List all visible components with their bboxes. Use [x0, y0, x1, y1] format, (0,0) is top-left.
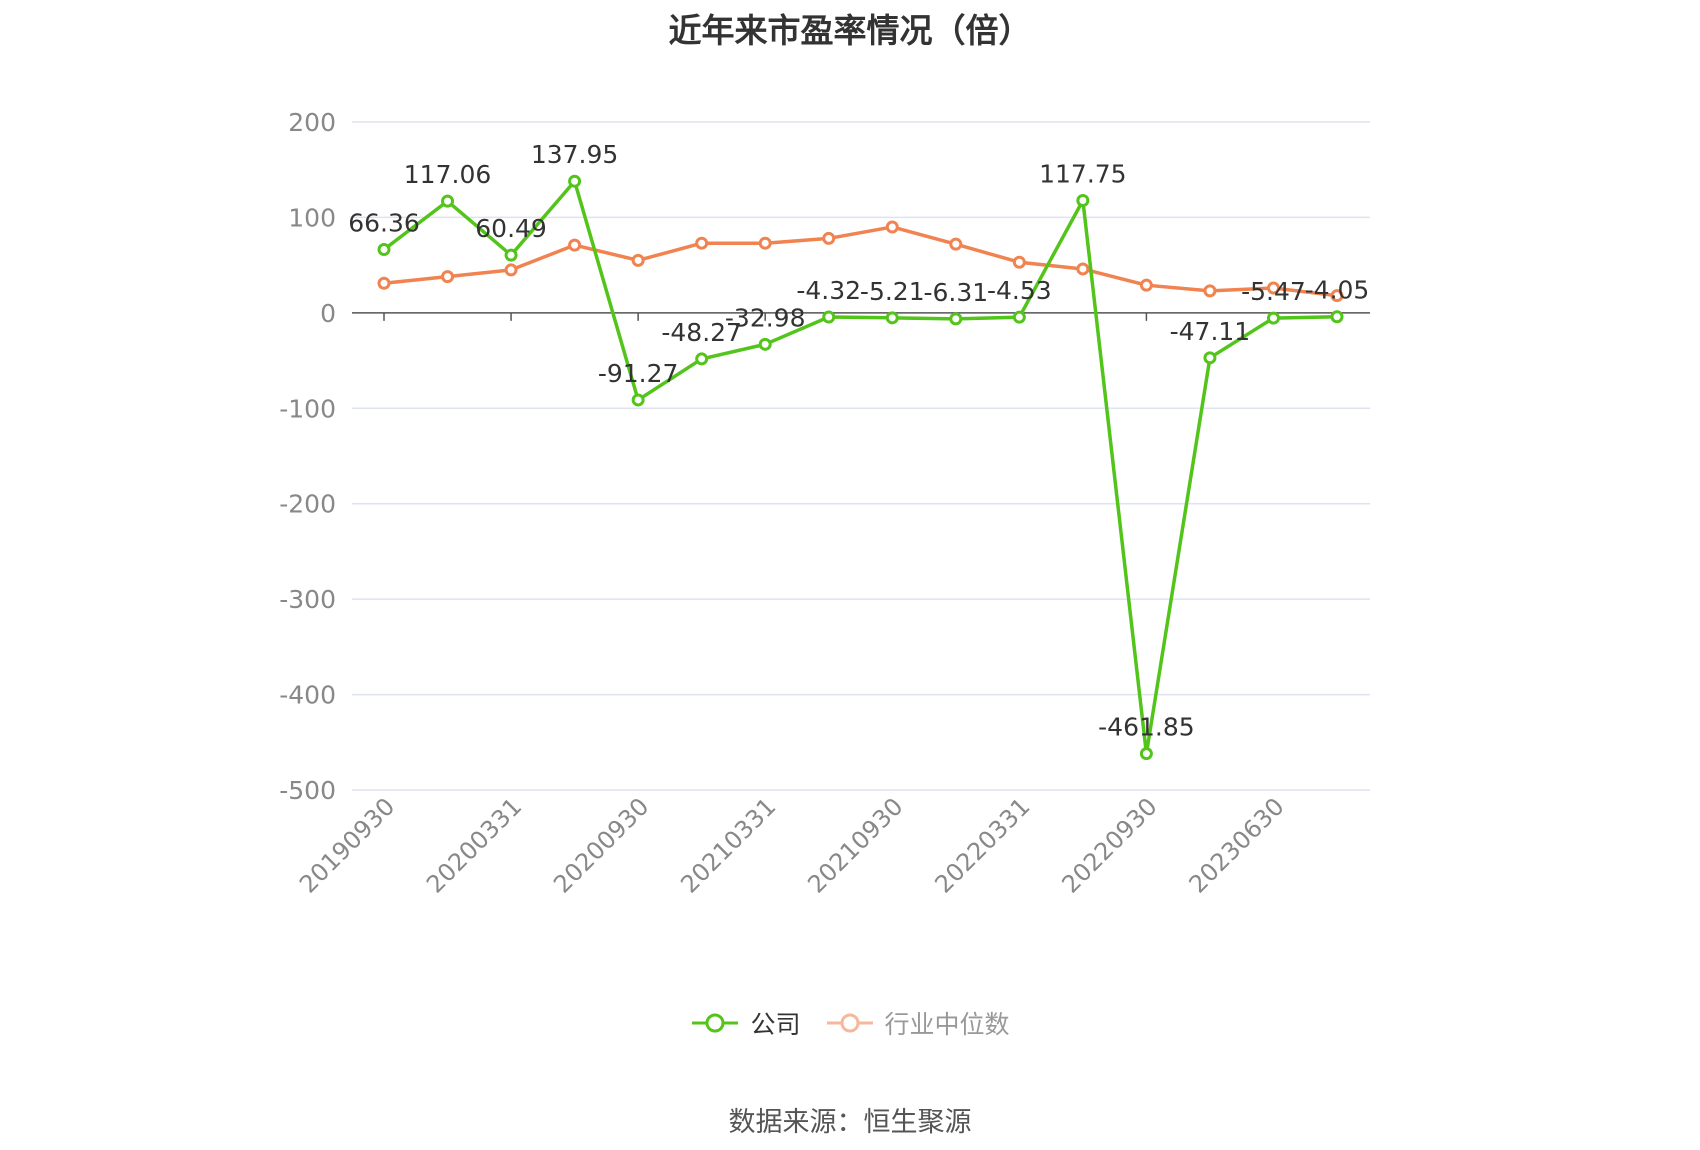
- x-tick-label: 20230630: [1184, 792, 1290, 898]
- y-tick-label: -200: [279, 490, 336, 519]
- legend-line-icon: [826, 1013, 873, 1033]
- y-tick-label: -400: [279, 681, 336, 710]
- series-layer: [377, 174, 1344, 761]
- data-point-industry-median: [949, 237, 963, 251]
- data-label: 66.36: [348, 209, 420, 238]
- series-line-company: [382, 179, 1338, 756]
- y-tick-label: -300: [279, 585, 336, 614]
- data-label: 117.06: [404, 160, 491, 189]
- data-label: -4.53: [987, 276, 1052, 305]
- data-point-company: [377, 243, 391, 257]
- data-point-company: [695, 352, 709, 366]
- data-point-company: [631, 393, 645, 407]
- data-label: 60.49: [475, 214, 547, 243]
- data-label: 137.95: [531, 140, 618, 169]
- data-label: -6.31: [923, 278, 988, 307]
- data-point-industry-median: [1012, 255, 1026, 269]
- data-point-industry-median: [441, 270, 455, 284]
- x-tick-label: 20210930: [802, 792, 908, 898]
- x-tick-label: 20220331: [929, 792, 1035, 898]
- data-label: -5.21: [860, 277, 925, 306]
- data-source: 数据来源：恒生聚源: [728, 1107, 972, 1138]
- data-point-company: [441, 194, 455, 208]
- data-label: 117.75: [1039, 159, 1126, 188]
- data-point-company: [1266, 311, 1280, 325]
- data-point-company: [1139, 747, 1153, 761]
- data-point-industry-median: [1139, 278, 1153, 292]
- data-point-industry-median: [1203, 284, 1217, 298]
- chart-title: 近年来市盈率情况（倍）: [668, 11, 1032, 50]
- data-point-company: [568, 174, 582, 188]
- data-label: -461.85: [1098, 713, 1195, 742]
- data-label: -32.98: [725, 303, 806, 332]
- series-line-industry-median: [383, 225, 1338, 298]
- y-tick-label: 200: [288, 108, 336, 137]
- data-point-industry-median: [1076, 262, 1090, 276]
- data-point-company: [504, 248, 518, 262]
- data-point-company: [1203, 351, 1217, 365]
- legend-line-icon: [692, 1013, 739, 1033]
- data-label: -4.32: [796, 276, 861, 305]
- data-point-industry-median: [758, 236, 772, 250]
- x-tick-label: 20220930: [1056, 792, 1162, 898]
- data-point-industry-median: [1330, 289, 1344, 303]
- legend-item-industry-median[interactable]: 行业中位数: [825, 1005, 1010, 1041]
- data-label: -91.27: [598, 359, 679, 388]
- y-tick-label: 100: [288, 203, 336, 232]
- y-tick-label: -100: [279, 394, 336, 423]
- data-label: -5.47: [1241, 277, 1306, 306]
- data-label: -4.05: [1305, 276, 1370, 305]
- legend-label-industry-median: 行业中位数: [884, 1010, 1010, 1039]
- legend-item-company[interactable]: 公司: [690, 1005, 801, 1041]
- data-point-company: [1012, 310, 1026, 324]
- data-point-industry-median: [1266, 281, 1280, 295]
- x-tick-label: 20190930: [294, 792, 400, 898]
- data-label: -47.11: [1170, 317, 1251, 346]
- data-point-industry-median: [377, 276, 391, 290]
- data-point-industry-median: [695, 236, 709, 250]
- data-point-company: [822, 310, 836, 324]
- data-point-industry-median: [504, 263, 518, 277]
- data-point-company: [949, 312, 963, 326]
- data-point-company: [1330, 310, 1344, 324]
- grid-lines: [352, 121, 1370, 791]
- data-label: -48.27: [661, 318, 742, 347]
- data-point-company: [758, 337, 772, 351]
- data-point-company: [885, 311, 899, 325]
- x-tick-label: 20200930: [548, 792, 654, 898]
- data-labels: 66.36 117.06 60.49 137.95 -91.27 -48.27-32.98…: [348, 140, 1369, 741]
- x-tick-label: 20210331: [675, 792, 781, 898]
- legend-label-company: 公司: [750, 1010, 801, 1039]
- y-tick-label: 0: [320, 299, 336, 328]
- data-point-industry-median: [568, 238, 582, 252]
- data-point-company: [1076, 193, 1090, 207]
- data-point-industry-median: [631, 253, 645, 267]
- data-point-industry-median: [885, 220, 899, 234]
- x-tick-label: 20200331: [421, 792, 527, 898]
- y-tick-label: -500: [279, 776, 336, 805]
- legend: 公司 行业中位数: [0, 1005, 1700, 1041]
- data-point-industry-median: [822, 231, 836, 245]
